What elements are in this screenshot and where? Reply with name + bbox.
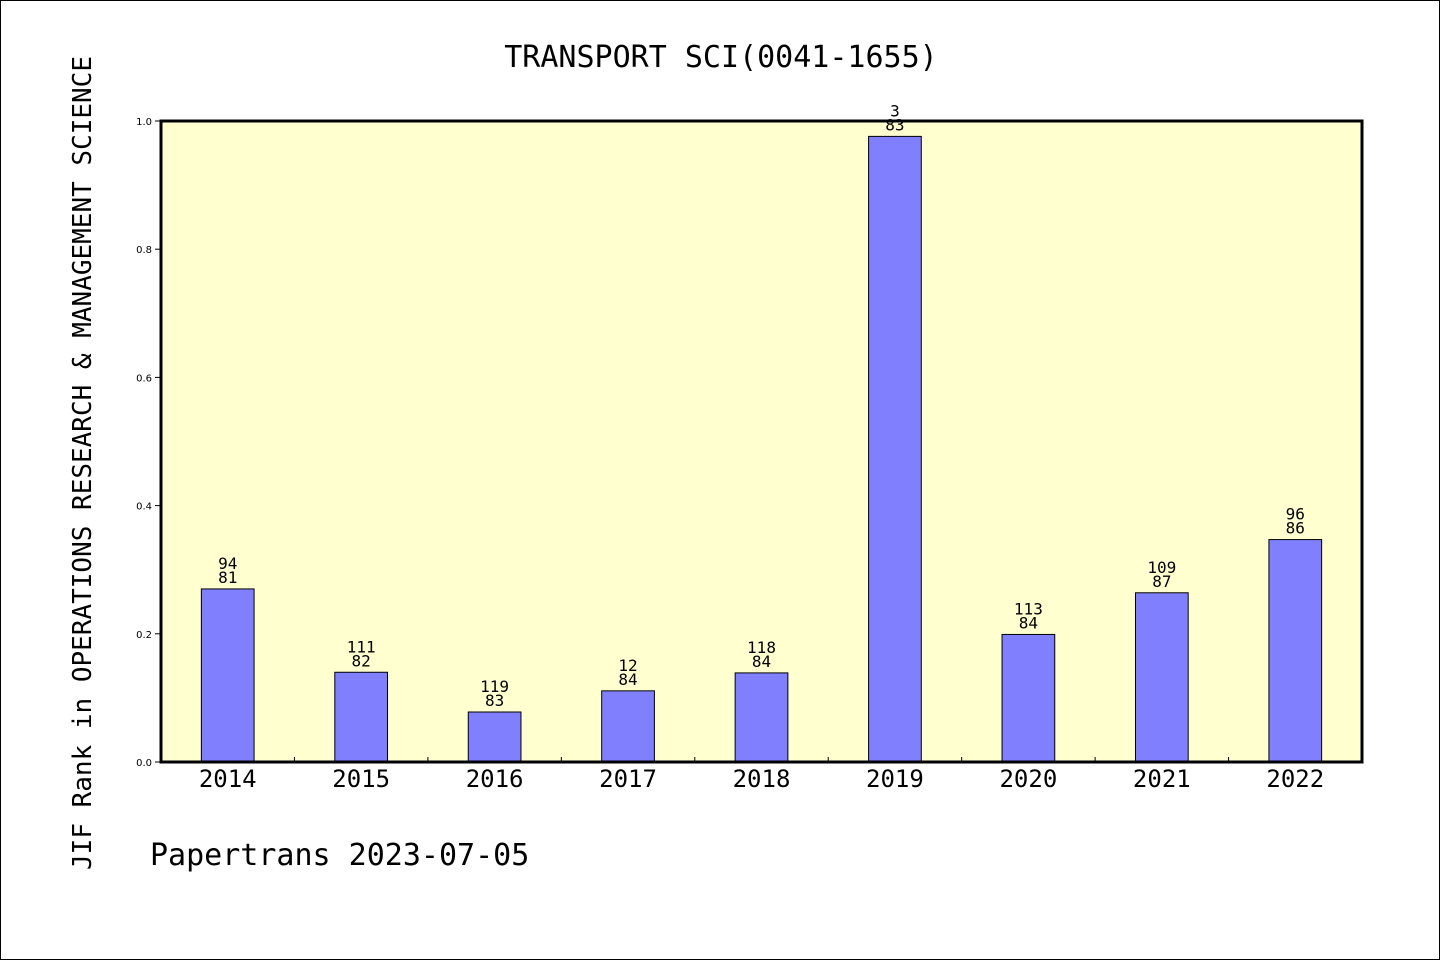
x-tick-label: 2018 xyxy=(733,765,791,793)
data-label-rank: 111 xyxy=(347,637,376,656)
x-tick-label: 2022 xyxy=(1266,765,1324,793)
data-label-total: 82 xyxy=(352,651,371,670)
x-tick-label: 2020 xyxy=(999,765,1057,793)
bar-2020 xyxy=(1001,633,1056,763)
bar-2022 xyxy=(1268,539,1323,763)
data-label-total: 83 xyxy=(885,115,904,134)
data-label-total: 84 xyxy=(618,670,637,689)
data-label-total: 81 xyxy=(218,568,237,587)
data-label-rank: 12 xyxy=(618,656,637,675)
footer-text: Papertrans 2023-07-05 xyxy=(150,838,529,873)
bar-2017 xyxy=(601,690,655,763)
y-axis-label: JIF Rank in OPERATIONS RESEARCH & MANAGE… xyxy=(68,56,98,870)
data-label-rank: 109 xyxy=(1147,558,1176,577)
bar-2021 xyxy=(1134,592,1189,763)
chart-title: TRANSPORT SCI(0041-1655) xyxy=(504,40,937,75)
x-tick-label: 2021 xyxy=(1133,765,1191,793)
y-tick-label: 0.0 xyxy=(136,758,152,769)
plot-border xyxy=(159,119,1364,764)
data-label-total: 84 xyxy=(752,652,771,671)
bar-2016 xyxy=(467,711,522,763)
x-tick-label: 2014 xyxy=(199,765,257,793)
y-tick-label: 0.2 xyxy=(136,630,152,641)
x-tick-label: 2016 xyxy=(466,765,524,793)
data-label-rank: 118 xyxy=(747,638,776,657)
x-tick-label: 2015 xyxy=(332,765,390,793)
bar-2019 xyxy=(868,135,922,763)
data-label-total: 87 xyxy=(1152,572,1171,591)
bar-2018 xyxy=(734,672,789,763)
data-label-rank: 3 xyxy=(890,101,900,120)
data-label-rank: 113 xyxy=(1014,599,1043,618)
data-label-rank: 119 xyxy=(480,677,509,696)
bar-2015 xyxy=(334,671,389,763)
data-label-total: 84 xyxy=(1019,613,1038,632)
data-label-total: 83 xyxy=(485,691,504,710)
y-tick-label: 0.6 xyxy=(136,373,152,384)
x-tick-label: 2017 xyxy=(599,765,657,793)
bar-2014 xyxy=(200,588,255,763)
data-label-rank: 94 xyxy=(218,554,237,573)
data-label-rank: 96 xyxy=(1286,505,1305,524)
x-tick-label: 2019 xyxy=(866,765,924,793)
data-label-total: 86 xyxy=(1286,519,1305,538)
y-tick-label: 0.4 xyxy=(136,502,152,513)
y-tick-label: 0.8 xyxy=(136,245,152,256)
y-tick-label: 1.0 xyxy=(136,117,152,128)
